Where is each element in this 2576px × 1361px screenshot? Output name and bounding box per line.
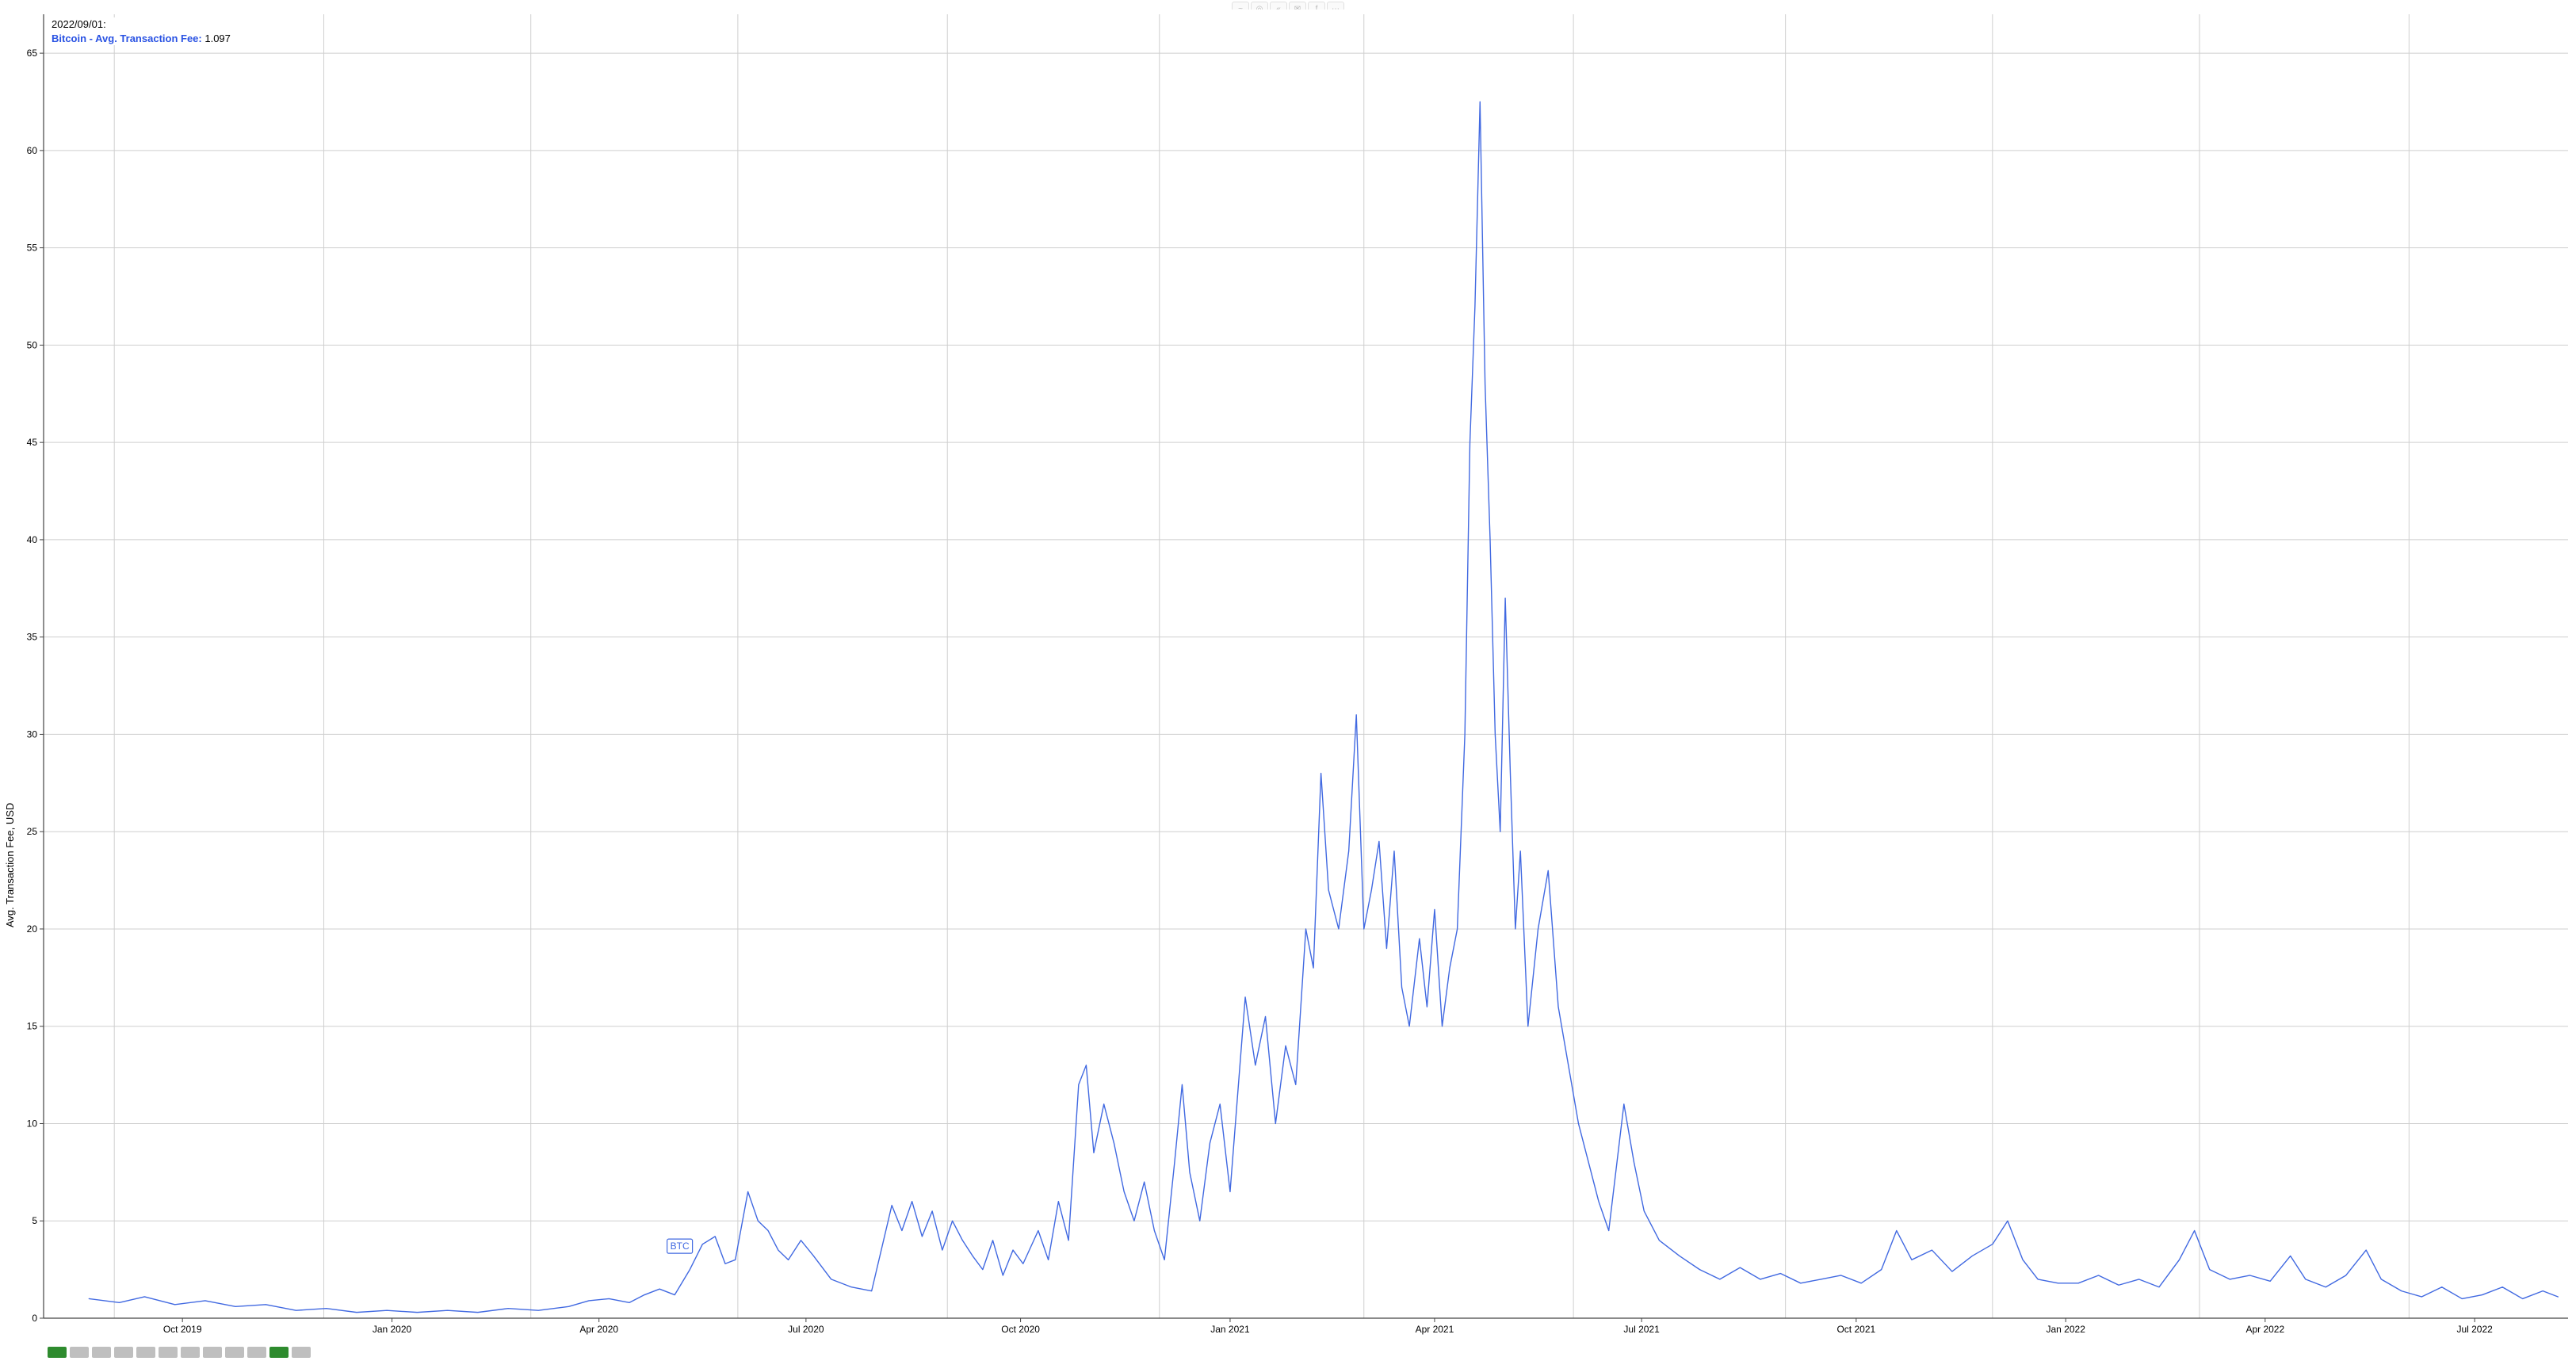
- svg-text:25: 25: [27, 826, 38, 837]
- range-tab-7[interactable]: [203, 1347, 222, 1358]
- range-tab-11[interactable]: [292, 1347, 311, 1358]
- svg-text:Jul 2022: Jul 2022: [2456, 1324, 2493, 1335]
- svg-text:40: 40: [27, 534, 38, 545]
- svg-text:20: 20: [27, 923, 38, 935]
- range-tab-6[interactable]: [181, 1347, 200, 1358]
- range-tab-9[interactable]: [247, 1347, 266, 1358]
- svg-text:Jan 2021: Jan 2021: [1210, 1324, 1250, 1335]
- svg-text:45: 45: [27, 437, 38, 448]
- svg-text:5: 5: [32, 1215, 37, 1226]
- range-tab-3[interactable]: [114, 1347, 133, 1358]
- svg-text:BTC: BTC: [671, 1241, 690, 1252]
- svg-text:Jul 2020: Jul 2020: [788, 1324, 824, 1335]
- range-tab-10[interactable]: [269, 1347, 289, 1358]
- svg-text:Oct 2019: Oct 2019: [163, 1324, 202, 1335]
- svg-text:35: 35: [27, 632, 38, 643]
- svg-text:55: 55: [27, 243, 38, 254]
- svg-text:Jan 2022: Jan 2022: [2046, 1324, 2085, 1335]
- range-tab-2[interactable]: [92, 1347, 111, 1358]
- svg-text:Apr 2022: Apr 2022: [2245, 1324, 2284, 1335]
- y-axis-title: Avg. Transaction Fee, USD: [4, 802, 16, 927]
- svg-text:50: 50: [27, 339, 38, 350]
- svg-text:65: 65: [27, 48, 38, 59]
- range-tab-1[interactable]: [70, 1347, 89, 1358]
- svg-text:Oct 2020: Oct 2020: [1001, 1324, 1040, 1335]
- page-root: ~ ◎ « ✉ f ⋯ Avg. Transaction Fee, USD 20…: [0, 0, 2576, 1361]
- svg-text:30: 30: [27, 728, 38, 740]
- range-tab-5[interactable]: [159, 1347, 178, 1358]
- svg-text:Oct 2021: Oct 2021: [1836, 1324, 1875, 1335]
- range-tabs: [48, 1347, 311, 1358]
- range-tab-0[interactable]: [48, 1347, 67, 1358]
- svg-text:0: 0: [32, 1313, 37, 1324]
- svg-text:Apr 2021: Apr 2021: [1416, 1324, 1454, 1335]
- svg-text:10: 10: [27, 1118, 38, 1129]
- svg-text:Jul 2021: Jul 2021: [1623, 1324, 1660, 1335]
- range-tab-8[interactable]: [225, 1347, 244, 1358]
- svg-text:60: 60: [27, 145, 38, 156]
- svg-text:15: 15: [27, 1021, 38, 1032]
- svg-text:Jan 2020: Jan 2020: [373, 1324, 412, 1335]
- range-tab-4[interactable]: [136, 1347, 155, 1358]
- chart-container: Avg. Transaction Fee, USD 2022/09/01: Bi…: [0, 10, 2571, 1337]
- chart-svg[interactable]: 0 5 10 15 20 25 30 35 40 45 50 55 60 65 Oct 2019 Jan 20…: [0, 10, 2571, 1337]
- svg-text:Apr 2020: Apr 2020: [579, 1324, 618, 1335]
